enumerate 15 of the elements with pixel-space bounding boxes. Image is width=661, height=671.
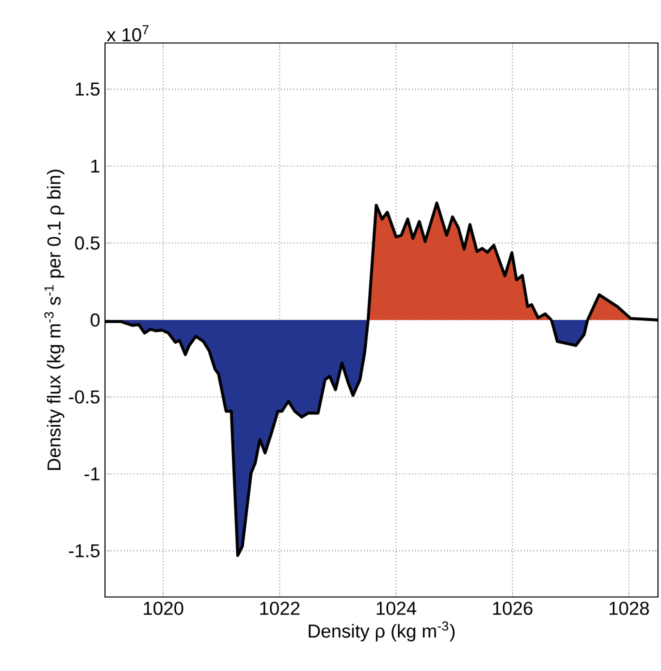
x-tick-label: 1022 [260, 602, 300, 615]
y-axis-title: Density flux (kg m$^{-3}$ s$^{-1}$ per 0.1 ρ bin) [44, 170, 64, 470]
y-tick-label: 1 [91, 160, 100, 173]
y-tick-label: 0.5 [75, 236, 100, 250]
y-tick-label: -0.5 [68, 390, 100, 404]
x-tick-label: 1020 [144, 602, 184, 615]
y-tick-label: 1.5 [76, 82, 100, 96]
x-tick-label: 1024 [376, 602, 416, 615]
text: x 10$^{7}$ [106, 25, 148, 42]
x-tick-label: 1026 [493, 602, 532, 615]
y-tick-label: 0 [90, 313, 100, 327]
y-tick-label: -1.5 [68, 544, 100, 558]
x-axis-title: Density ρ (kg m$^{-3}$) [308, 621, 455, 642]
y-tick-label: -1 [84, 467, 100, 480]
x-tick-label: 1028 [610, 602, 649, 615]
